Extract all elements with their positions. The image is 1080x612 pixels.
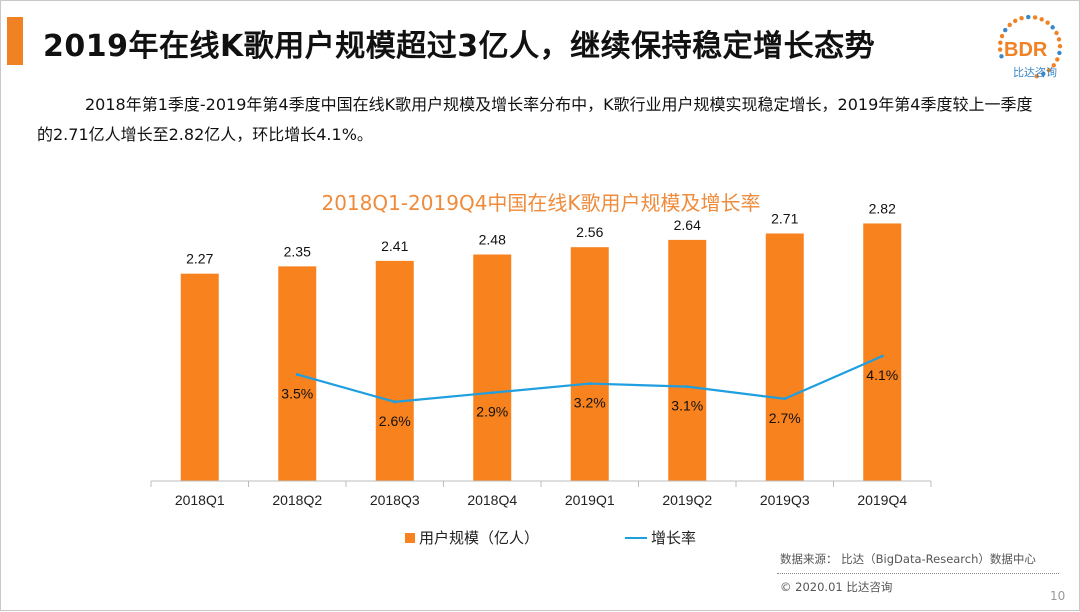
legend-line-swatch [625,536,647,539]
bar-value-label: 2.48 [479,231,506,247]
x-tick-label: 2018Q1 [175,492,225,508]
x-tick-label: 2019Q1 [565,492,615,508]
bar-value-label: 2.27 [186,251,213,267]
x-tick-label: 2018Q4 [467,492,517,508]
bar-2018Q3 [375,260,414,481]
logo-dot [1046,68,1052,73]
footer-divider [777,573,1059,574]
logo-dot [1050,25,1055,30]
logo-dot [999,33,1005,39]
growth-rate-point [490,391,494,395]
logo-text: BDR [1004,39,1048,61]
growth-rate-label: 3.2% [574,395,606,411]
data-source: 数据来源： 比达（BigData-Research）数据中心 [780,552,1036,566]
logo-dots-icon [997,14,1063,79]
page-number: 10 [1050,589,1066,603]
x-tick-label: 2018Q3 [370,492,420,508]
legend-bar-label: 用户规模（亿人） [419,529,540,547]
growth-rate-point [783,397,787,401]
bar-value-label: 2.71 [771,210,798,226]
legend-item-bars: 用户规模（亿人） [405,527,539,548]
bar-2018Q1 [180,273,219,481]
logo-dot [997,47,1003,52]
slide-title: 2019年在线K歌用户规模超过3亿人，继续保持稳定增长态势 [43,29,876,64]
growth-rate-point [880,354,884,358]
growth-rate-label: 2.7% [769,410,801,426]
logo-dot [1032,15,1038,20]
growth-rate-point [588,382,592,386]
logo-dot [1041,71,1046,77]
logo-dot [1026,14,1031,20]
legend-bar-swatch [405,532,415,543]
copyright: © 2020.01 比达咨询 [780,580,893,594]
logo-dot [999,54,1004,59]
logo-dot [1056,37,1062,42]
growth-rate-point [295,372,299,376]
title-accent-bar [7,17,23,65]
chart-title: 2018Q1-2019Q4中国在线K歌用户规模及增长率 [321,191,761,215]
bar-value-label: 2.35 [284,243,311,259]
bar-2019Q2 [668,239,707,481]
logo-dot [1039,17,1044,22]
growth-rate-point [685,385,689,389]
bar-2019Q1 [570,247,609,481]
logo-dot [1057,43,1063,49]
growth-rate-label: 4.1% [866,367,898,383]
legend-line-label: 增长率 [651,529,697,547]
logo-dot [1013,18,1018,24]
bar-2019Q4 [863,223,902,481]
growth-rate-label: 2.9% [476,404,508,420]
growth-rate-point [393,400,397,404]
bar-value-label: 2.41 [381,238,408,254]
logo-dot [1055,57,1060,62]
bar-value-label: 2.64 [674,217,701,233]
x-tick-label: 2019Q3 [760,492,810,508]
growth-rate-label: 3.1% [671,398,703,414]
logo-dot [1045,20,1050,25]
x-tick-label: 2019Q2 [662,492,712,508]
bdr-logo [991,9,1069,85]
logo-dot [1051,63,1056,68]
growth-rate-label: 3.5% [281,385,313,401]
legend-item-line: 增长率 [625,527,696,548]
bar-value-label: 2.82 [869,200,896,216]
bar-value-label: 2.56 [576,224,603,240]
growth-rate-label: 2.6% [379,413,411,429]
logo-dot [1057,50,1062,56]
bar-2019Q3 [765,233,804,481]
logo-subtitle: 比达咨询 [1013,66,1057,79]
x-tick-label: 2018Q2 [272,492,322,508]
logo-dot [1034,74,1039,79]
description-text: 2018年第1季度-2019年第4季度中国在线K歌用户规模及增长率分布中，K歌行… [37,95,1033,144]
logo-dot [1007,22,1012,28]
bar-2018Q4 [473,254,512,481]
logo-dot [1003,27,1008,33]
logo-dot [1019,16,1024,21]
logo-dot [1054,30,1059,36]
logo-dot [998,40,1003,45]
x-tick-label: 2019Q4 [857,492,907,508]
